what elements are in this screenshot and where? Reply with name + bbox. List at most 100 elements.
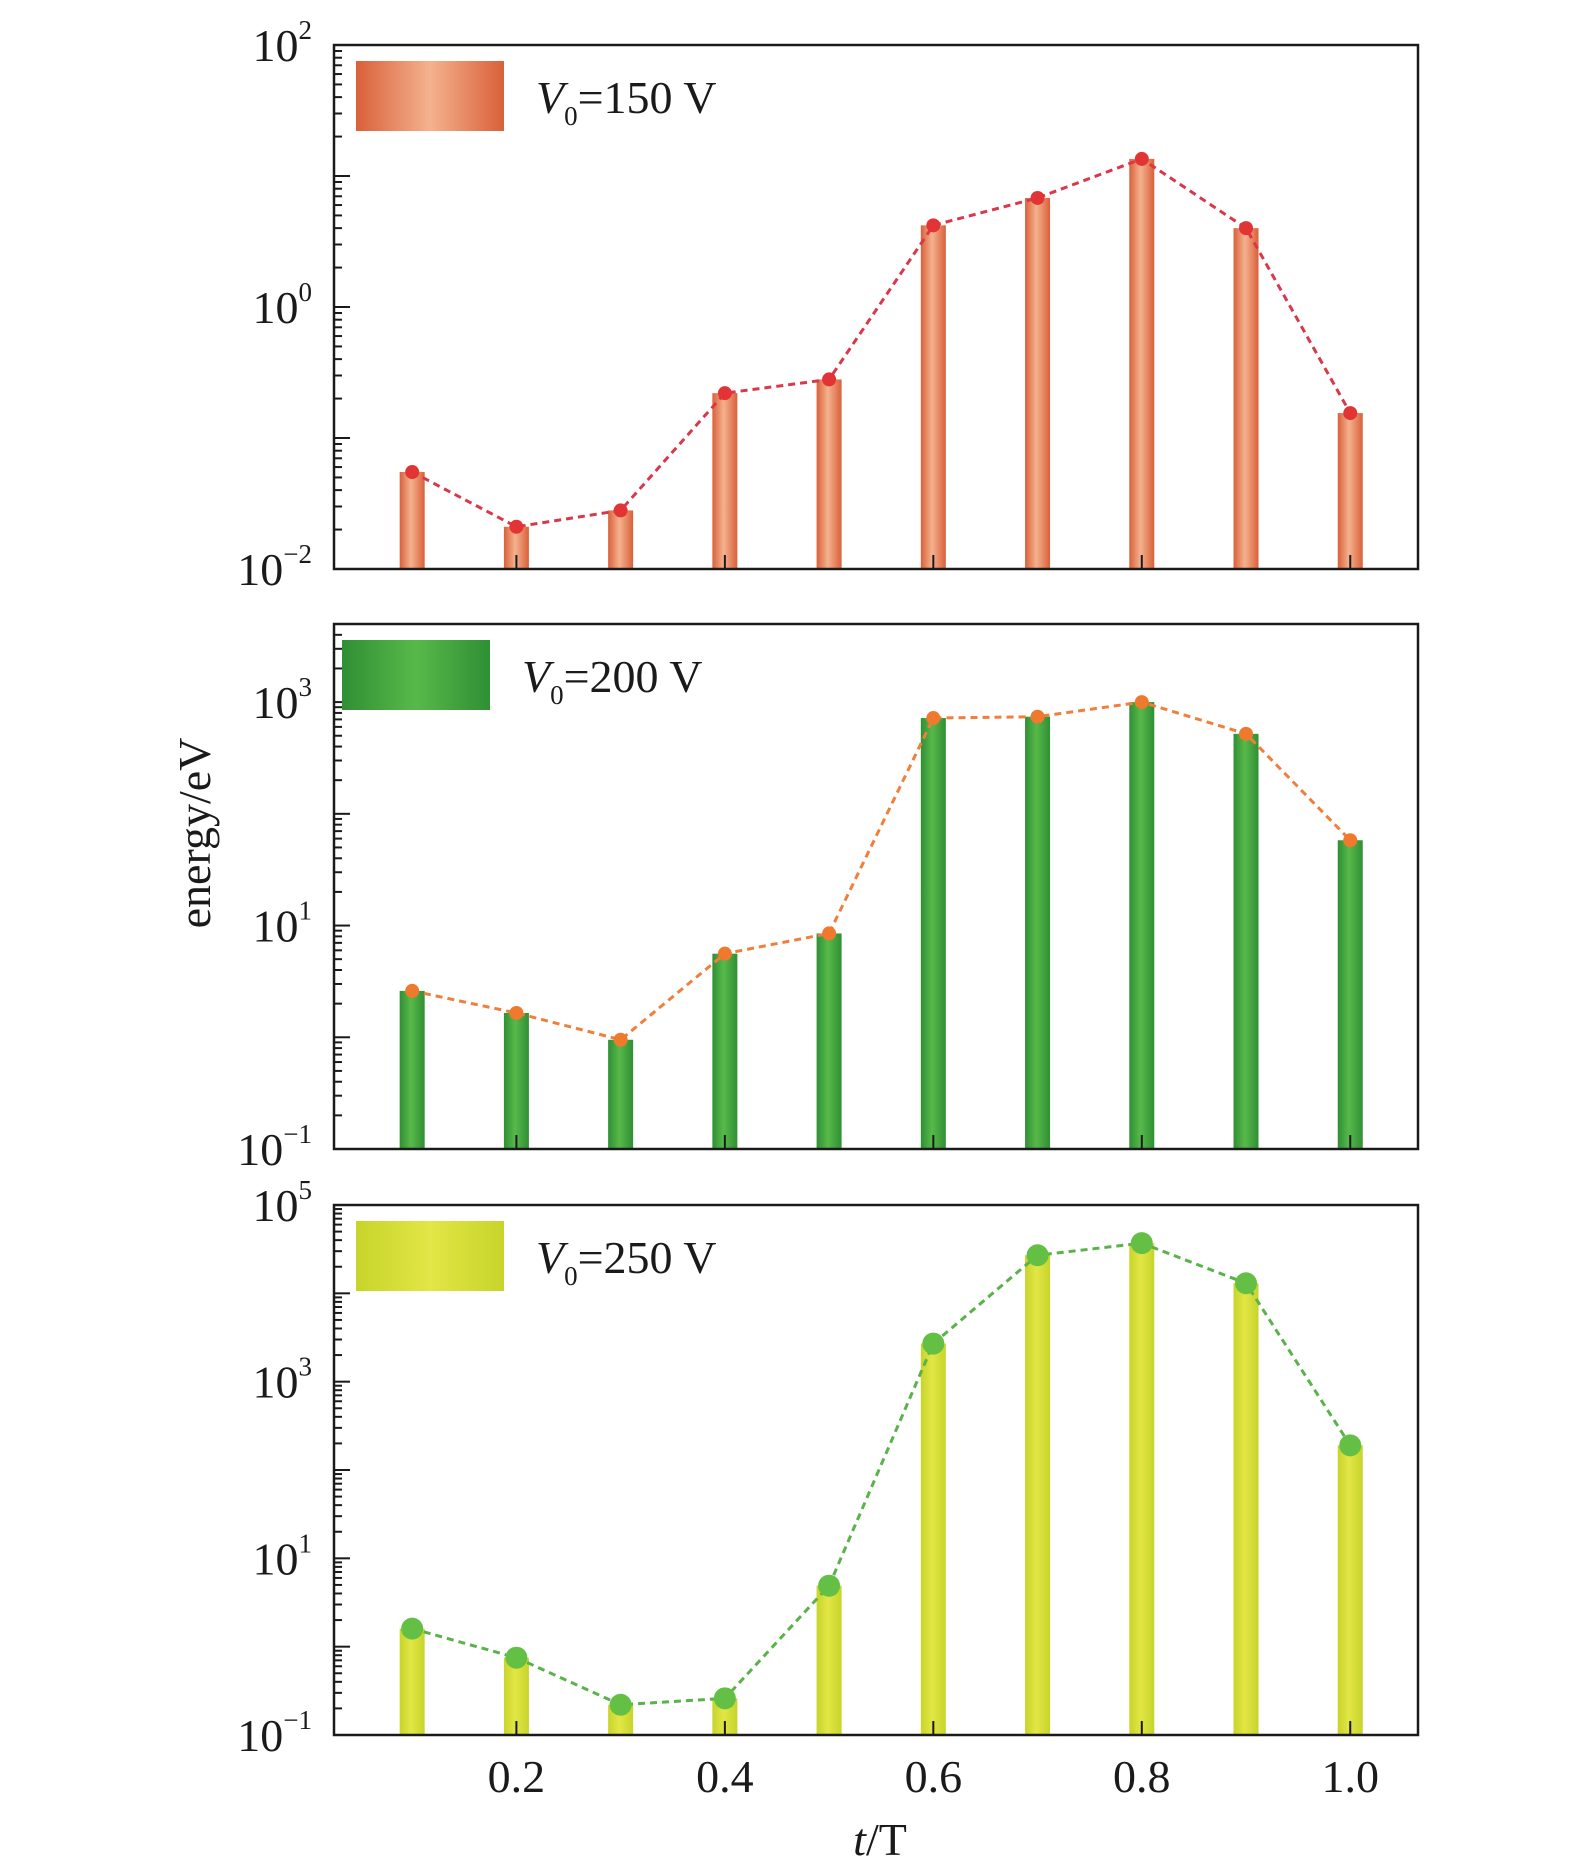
legend-swatch <box>356 1221 504 1291</box>
bar <box>399 1628 425 1735</box>
legend-symbol: V <box>522 651 555 702</box>
y-tick-base: 10 <box>237 544 283 595</box>
data-point <box>818 1574 841 1597</box>
bar <box>816 379 842 569</box>
bar <box>1337 1445 1363 1735</box>
data-point <box>405 465 420 480</box>
legend-label: V0=250 V <box>536 1232 716 1291</box>
bar <box>920 225 946 569</box>
legend-swatch <box>356 61 504 131</box>
bar <box>399 472 425 569</box>
y-tick-exponent: −2 <box>283 539 312 569</box>
data-point <box>822 926 837 941</box>
y-tick-exponent: 5 <box>299 1175 313 1205</box>
data-point <box>1134 695 1149 710</box>
series-line <box>411 700 1352 1042</box>
y-tick-exponent: 1 <box>299 1528 313 1558</box>
x-axis-label-italic: t <box>853 1814 867 1865</box>
y-axis-label: energy/eV <box>169 738 220 929</box>
legend-subscript: 0 <box>550 680 564 710</box>
bar <box>399 990 425 1149</box>
bar <box>1129 1243 1155 1735</box>
bar <box>1233 228 1259 570</box>
data-point <box>717 386 732 401</box>
data-point <box>1239 726 1254 741</box>
data-point <box>822 372 837 387</box>
data-point <box>505 1646 528 1669</box>
y-tick-label: 10−1 <box>237 1119 312 1175</box>
bar <box>1129 702 1155 1149</box>
y-tick-base: 10 <box>253 1533 299 1584</box>
bar <box>816 933 842 1149</box>
y-tick-label: 101 <box>253 1528 313 1584</box>
y-tick-label: 103 <box>253 672 313 728</box>
y-tick-base: 10 <box>253 20 299 71</box>
y-tick-label: 10−1 <box>237 1705 312 1761</box>
plot-frame <box>332 622 1420 1151</box>
series-line <box>411 1241 1352 1707</box>
legend-subscript: 0 <box>564 101 578 131</box>
data-point <box>1343 833 1358 848</box>
data-point <box>1134 151 1149 166</box>
data-point <box>401 1617 424 1640</box>
x-tick-label: 0.2 <box>488 1751 546 1802</box>
series-line <box>411 157 1352 529</box>
bar <box>1129 158 1155 569</box>
x-tick-label: 0.8 <box>1113 1751 1171 1802</box>
data-point <box>405 983 420 998</box>
legend-label: V0=200 V <box>522 651 702 710</box>
y-tick-exponent: −1 <box>283 1119 312 1149</box>
data-point <box>613 1032 628 1047</box>
data-point <box>609 1693 632 1716</box>
data-point <box>509 1005 524 1020</box>
x-tick-label: 1.0 <box>1322 1751 1380 1802</box>
bar <box>1025 197 1051 569</box>
legend-value: =150 V <box>578 72 717 123</box>
legend-swatch <box>342 640 490 710</box>
y-tick-exponent: 0 <box>299 277 313 307</box>
data-point <box>926 711 941 726</box>
y-tick-label: 102 <box>253 15 313 71</box>
x-tick-labels: 0.2 0.4 0.6 0.8 1.0 <box>488 1751 1379 1802</box>
y-tick-exponent: 3 <box>299 1352 313 1382</box>
y-tick-exponent: 1 <box>299 896 313 926</box>
y-tick-base: 10 <box>253 1357 299 1408</box>
x-axis-label: t/T <box>853 1814 907 1865</box>
data-point <box>922 1332 945 1355</box>
x-axis-label-rest: /T <box>866 1814 907 1865</box>
bar <box>608 510 634 569</box>
bar <box>816 1585 842 1735</box>
y-tick-base: 10 <box>237 1124 283 1175</box>
legend-value: =200 V <box>564 651 703 702</box>
bar <box>920 1343 946 1735</box>
legend-value: =250 V <box>578 1232 717 1283</box>
y-tick-label: 103 <box>253 1352 313 1408</box>
y-tick-exponent: −1 <box>283 1705 312 1735</box>
legend-symbol: V <box>536 1232 569 1283</box>
bar <box>503 1012 529 1149</box>
legend-subscript: 0 <box>564 1261 578 1291</box>
y-tick-label: 105 <box>253 1175 313 1231</box>
data-point <box>1030 190 1045 205</box>
bar <box>1025 1255 1051 1735</box>
y-tick-base: 10 <box>253 677 299 728</box>
data-point <box>1130 1232 1153 1255</box>
data-point <box>1026 1244 1049 1267</box>
data-point <box>1343 406 1358 421</box>
bar <box>1233 1283 1259 1735</box>
x-tick-label: 0.6 <box>905 1751 963 1802</box>
y-tick-base: 10 <box>253 282 299 333</box>
bar <box>920 718 946 1149</box>
bar <box>608 1039 634 1149</box>
data-point <box>1339 1434 1362 1457</box>
data-point <box>613 503 628 518</box>
bar <box>1337 840 1363 1149</box>
x-tick-label: 0.4 <box>696 1751 754 1802</box>
data-point <box>1030 709 1045 724</box>
y-tick-exponent: 2 <box>299 15 313 45</box>
data-point <box>1239 221 1254 236</box>
legend-label: V0=150 V <box>536 72 716 131</box>
